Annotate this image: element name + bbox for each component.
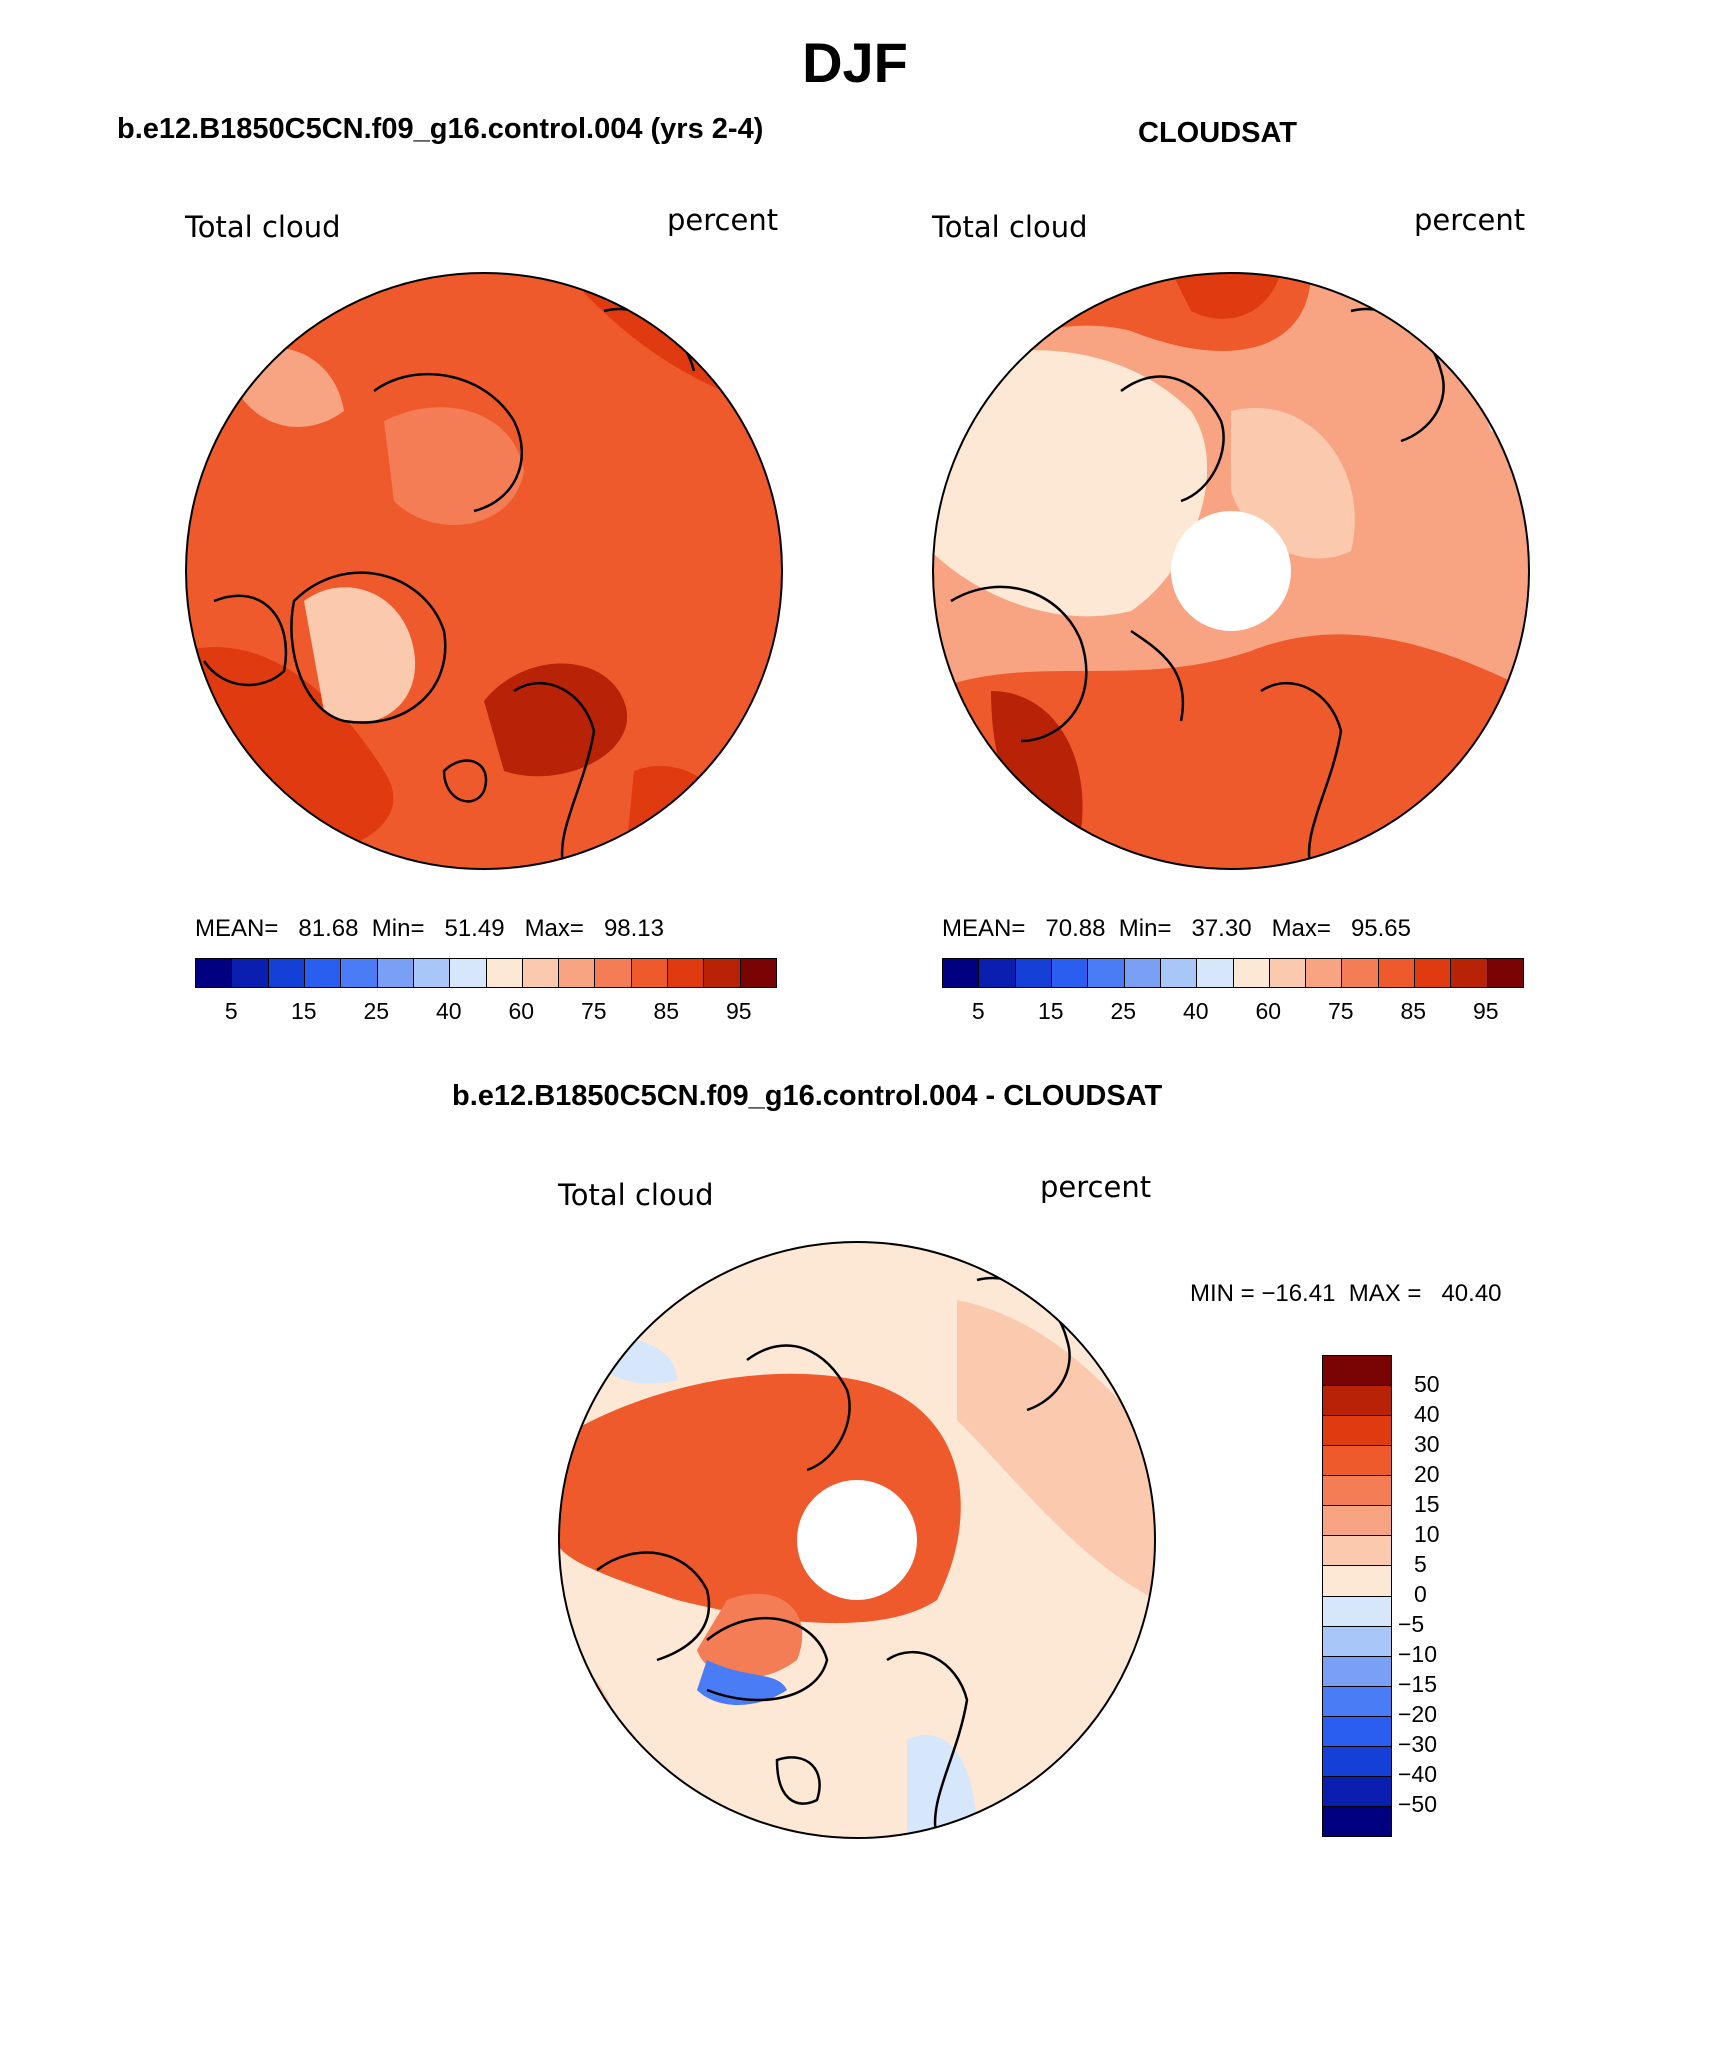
colorbar-box — [1306, 959, 1343, 987]
model-units-label: percent — [667, 203, 779, 237]
colorbar-box — [595, 959, 632, 987]
colorbar-box — [377, 959, 414, 987]
colorbar-box — [413, 959, 451, 987]
colorbar-box — [704, 959, 741, 987]
colorbar-box — [1124, 959, 1161, 987]
colorbar-box — [522, 959, 560, 987]
colorbar-box — [943, 959, 980, 987]
model-colorbar — [195, 958, 777, 988]
colorbar-box — [1088, 959, 1125, 987]
colorbar-box — [341, 959, 378, 987]
colorbar-tick-label: 5 — [971, 998, 985, 1024]
model-panel-header: b.e12.B1850C5CN.f09_g16.control.004 (yrs… — [117, 113, 764, 145]
colorbar-box — [268, 959, 305, 987]
colorbar-box — [1323, 1626, 1391, 1657]
colorbar-box — [1160, 959, 1198, 987]
colorbar-tick-label: 25 — [1110, 998, 1137, 1024]
diff-minmax: MIN = −16.41 MAX = 40.40 — [1190, 1280, 1502, 1307]
colorbar-tick-label: −10 — [1398, 1641, 1438, 1667]
colorbar-box — [1233, 959, 1270, 987]
colorbar-box — [1451, 959, 1488, 987]
colorbar-tick-label: −5 — [1398, 1611, 1425, 1637]
colorbar-box — [668, 959, 705, 987]
colorbar-box — [631, 959, 669, 987]
obs-units-label: percent — [1414, 203, 1526, 237]
colorbar-box — [1323, 1776, 1391, 1807]
colorbar-tick-label: 15 — [1037, 998, 1064, 1024]
colorbar-box — [1015, 959, 1052, 987]
colorbar-tick-label: 10 — [1414, 1521, 1440, 1547]
colorbar-box — [1415, 959, 1452, 987]
colorbar-box — [1378, 959, 1416, 987]
model-var-label: Total cloud — [185, 210, 341, 244]
colorbar-box — [1342, 959, 1379, 987]
colorbar-box — [1323, 1746, 1391, 1777]
colorbar-box — [740, 959, 776, 987]
colorbar-tick-label: 40 — [435, 998, 462, 1024]
colorbar-box — [1323, 1596, 1391, 1627]
colorbar-tick-label: −15 — [1398, 1671, 1438, 1697]
colorbar-tick-label: 60 — [1255, 998, 1282, 1024]
colorbar-tick-label: 5 — [224, 998, 238, 1024]
diff-polar-map — [558, 1241, 1156, 1839]
colorbar-box — [486, 959, 523, 987]
model-stats: MEAN= 81.68 Min= 51.49 Max= 98.13 — [195, 915, 664, 942]
colorbar-tick-label: −50 — [1398, 1791, 1438, 1817]
colorbar-tick-label: 85 — [1400, 998, 1427, 1024]
colorbar-tick-label: 85 — [653, 998, 680, 1024]
obs-colorbar — [942, 958, 1524, 988]
colorbar-tick-label: 75 — [580, 998, 607, 1024]
colorbar-tick-label: 15 — [1414, 1491, 1440, 1517]
colorbar-box — [1323, 1356, 1391, 1387]
colorbar-tick-label: 95 — [725, 998, 752, 1024]
obs-polar-map — [932, 272, 1530, 870]
colorbar-tick-label: 20 — [1414, 1461, 1440, 1487]
colorbar-tick-label: 50 — [1414, 1371, 1440, 1397]
colorbar-tick-label: 5 — [1414, 1551, 1427, 1577]
colorbar-box — [196, 959, 233, 987]
colorbar-box — [232, 959, 269, 987]
colorbar-tick-label: 75 — [1327, 998, 1354, 1024]
colorbar-box — [304, 959, 342, 987]
colorbar-box — [1323, 1506, 1391, 1537]
colorbar-tick-label: 30 — [1414, 1431, 1440, 1457]
colorbar-tick-label: 95 — [1472, 998, 1499, 1024]
colorbar-tick-label: −20 — [1398, 1701, 1438, 1727]
colorbar-box — [450, 959, 487, 987]
colorbar-box — [1197, 959, 1234, 987]
colorbar-box — [1323, 1806, 1391, 1836]
diff-units-label: percent — [1040, 1170, 1152, 1204]
obs-var-label: Total cloud — [932, 210, 1088, 244]
diff-colorbar — [1322, 1355, 1392, 1837]
colorbar-box — [1323, 1476, 1391, 1507]
colorbar-box — [1323, 1386, 1391, 1417]
colorbar-tick-label: 25 — [363, 998, 390, 1024]
colorbar-box — [979, 959, 1016, 987]
colorbar-tick-label: −40 — [1398, 1761, 1438, 1787]
model-polar-map — [185, 272, 783, 870]
colorbar-box — [1323, 1416, 1391, 1447]
colorbar-box — [1269, 959, 1307, 987]
colorbar-tick-label: 0 — [1414, 1581, 1427, 1607]
colorbar-box — [1323, 1716, 1391, 1747]
colorbar-tick-label: 15 — [290, 998, 317, 1024]
colorbar-tick-label: −30 — [1398, 1731, 1438, 1757]
obs-stats: MEAN= 70.88 Min= 37.30 Max= 95.65 — [942, 915, 1411, 942]
colorbar-tick-label: 60 — [508, 998, 535, 1024]
colorbar-box — [1323, 1446, 1391, 1477]
colorbar-box — [1051, 959, 1089, 987]
obs-panel-header: CLOUDSAT — [1138, 117, 1297, 149]
colorbar-box — [1323, 1656, 1391, 1687]
colorbar-box — [1323, 1686, 1391, 1717]
diff-panel-header: b.e12.B1850C5CN.f09_g16.control.004 - CL… — [452, 1080, 1163, 1112]
colorbar-box — [1487, 959, 1523, 987]
diff-var-label: Total cloud — [558, 1178, 714, 1212]
colorbar-tick-label: 40 — [1182, 998, 1209, 1024]
colorbar-box — [559, 959, 596, 987]
figure-title: DJF — [802, 31, 908, 94]
colorbar-box — [1323, 1566, 1391, 1597]
colorbar-box — [1323, 1536, 1391, 1567]
colorbar-tick-label: 40 — [1414, 1401, 1440, 1427]
